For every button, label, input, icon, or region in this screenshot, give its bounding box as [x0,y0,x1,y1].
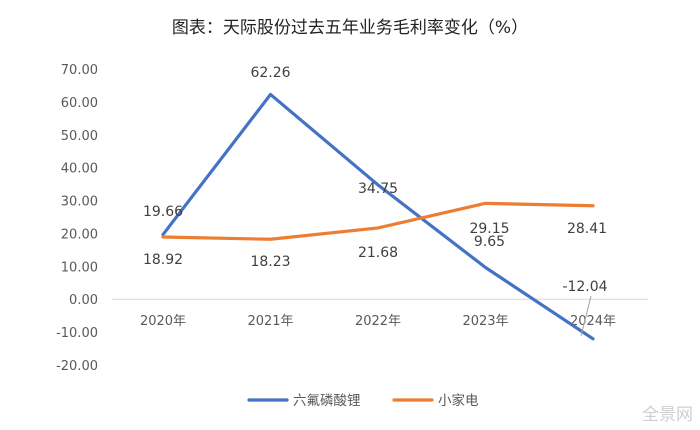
y-tick-label: 0.00 [69,293,98,308]
data-label: -12.04 [562,279,607,295]
x-tick-label: 2024年 [570,314,616,329]
leader-line [580,295,592,337]
watermark: 全景网 [642,405,693,425]
y-tick-label: -10.00 [56,326,98,341]
data-labels: 19.66 62.26 34.75 9.65 -12.04 18.92 18.23 21.68… [143,65,608,337]
y-tick-label: 10.00 [61,260,98,275]
legend: 六氟磷酸锂 小家电 [247,392,479,409]
data-label: 18.92 [143,252,183,268]
data-label: 21.68 [358,245,398,261]
legend-label: 六氟磷酸锂 [293,393,361,409]
x-tick-label: 2023年 [462,314,508,329]
data-label: 62.26 [250,65,290,81]
data-label: 9.65 [474,234,505,250]
x-tick-label: 2021年 [247,314,293,329]
chart-title: 图表：天际股份过去五年业务毛利率变化（%） [172,18,528,38]
y-tick-label: 60.00 [61,96,98,111]
plot-area [161,92,595,341]
x-tick-label: 2022年 [355,314,401,329]
data-label: 19.66 [143,204,183,220]
data-label: 34.75 [358,181,398,197]
y-tick-label: 20.00 [61,227,98,242]
x-tick-label: 2020年 [140,314,186,329]
y-tick-label: 40.00 [61,162,98,177]
y-axis: 70.00 60.00 50.00 40.00 30.00 20.00 10.00 0.00 -… [56,63,98,374]
x-axis: 2020年 2021年 2022年 2023年 2024年 [112,298,648,329]
series-line-1 [161,201,595,241]
y-tick-label: 70.00 [61,63,98,78]
y-tick-label: 50.00 [61,129,98,144]
legend-label: 小家电 [438,392,479,409]
y-tick-label: 30.00 [61,195,98,210]
series-line-0 [161,92,595,341]
y-tick-label: -20.00 [56,359,98,374]
data-label: 18.23 [250,254,290,270]
data-label: 28.41 [567,221,607,237]
data-label: 29.15 [469,221,509,237]
